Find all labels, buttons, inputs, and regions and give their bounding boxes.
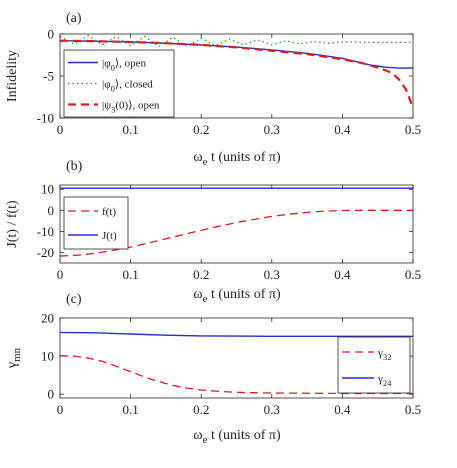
panel-a: (a) 0 0.1 0.2 0.3 0.4 0.5 0 -5 -10 ωe t (units of … bbox=[5, 11, 421, 168]
y-tick-label: -10 bbox=[37, 111, 54, 126]
legend: |φ0⟩, open |φ0⟩, closed |ψ3(0)⟩, open bbox=[63, 49, 175, 118]
x-tick-label: 0.1 bbox=[122, 267, 138, 282]
legend-label: |φ0⟩, closed bbox=[102, 79, 153, 94]
legend-label: |φ0⟩, open bbox=[102, 58, 147, 73]
legend-label: |ψ3(0)⟩, open bbox=[102, 100, 160, 115]
y-tick-label: -5 bbox=[43, 69, 54, 84]
y-tick-label: 10 bbox=[41, 182, 54, 197]
x-tick-label: 0.1 bbox=[122, 402, 138, 417]
y-axis-label: γmn bbox=[5, 347, 23, 369]
series-line-0 bbox=[60, 40, 413, 69]
plot-frame bbox=[59, 184, 414, 264]
y-tick-label: 20 bbox=[41, 311, 54, 326]
x-axis-label: ωe t (units of π) bbox=[193, 428, 281, 446]
x-tick-label: 0.3 bbox=[264, 267, 280, 282]
legend-label: f(t) bbox=[102, 206, 116, 218]
legend-label: γ32 bbox=[377, 347, 391, 362]
x-tick-label: 0 bbox=[57, 402, 64, 417]
x-tick-label: 0.5 bbox=[405, 402, 421, 417]
x-tick-label: 0.3 bbox=[264, 122, 280, 137]
series-line-0 bbox=[60, 355, 413, 395]
y-tick-label: 0 bbox=[48, 27, 55, 42]
x-tick-label: 0.4 bbox=[334, 122, 351, 137]
x-tick-label: 0.4 bbox=[334, 267, 351, 282]
panel-c: (c) 0 0.1 0.2 0.3 0.4 0.5 20 10 0 ωe t (units of π… bbox=[5, 292, 421, 446]
x-tick-label: 0.5 bbox=[405, 122, 421, 137]
panel-tag: (b) bbox=[66, 159, 83, 174]
x-axis-label: ωe t (units of π) bbox=[193, 287, 281, 305]
plot-frame bbox=[59, 33, 414, 119]
plot-frame bbox=[59, 317, 414, 399]
legend: f(t) J(t) bbox=[63, 196, 129, 250]
series-line-2 bbox=[60, 39, 413, 109]
legend: γ32 γ24 bbox=[337, 336, 411, 394]
y-tick-label: 0 bbox=[48, 387, 55, 402]
x-tick-label: 0.2 bbox=[193, 402, 209, 417]
y-tick-label: -10 bbox=[37, 224, 54, 239]
x-tick-label: 0.2 bbox=[193, 122, 209, 137]
panel-tag: (a) bbox=[66, 11, 82, 26]
legend-box bbox=[63, 196, 129, 250]
legend-label: J(t) bbox=[102, 230, 117, 242]
series-line-1 bbox=[60, 331, 413, 337]
y-tick-label: 0 bbox=[48, 203, 55, 218]
y-tick-label: -20 bbox=[37, 245, 54, 260]
y-tick-label: 10 bbox=[41, 349, 54, 364]
x-tick-label: 0.4 bbox=[334, 402, 351, 417]
panel-b: (b) 0 0.1 0.2 0.3 0.4 0.5 10 0 -10 -20 ωe t (units … bbox=[5, 159, 421, 305]
x-tick-label: 0.2 bbox=[193, 267, 209, 282]
x-tick-label: 0 bbox=[57, 267, 64, 282]
legend-box bbox=[337, 336, 411, 394]
x-tick-label: 0.3 bbox=[264, 402, 280, 417]
x-tick-label: 0.5 bbox=[405, 267, 421, 282]
x-tick-label: 0 bbox=[57, 122, 64, 137]
x-axis-label: ωe t (units of π) bbox=[193, 150, 281, 168]
legend-label: γ24 bbox=[377, 373, 392, 388]
panel-tag: (c) bbox=[66, 292, 82, 307]
y-axis-label: Infidelity bbox=[5, 50, 20, 102]
x-tick-label: 0.1 bbox=[122, 122, 138, 137]
y-axis-label: J(t) / f(t) bbox=[5, 200, 20, 248]
